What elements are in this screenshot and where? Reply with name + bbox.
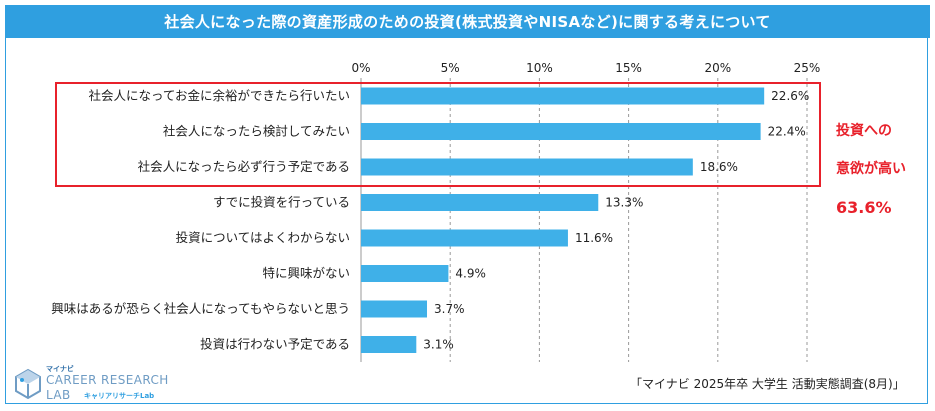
value-label: 18.6% bbox=[700, 160, 738, 174]
value-label: 4.9% bbox=[455, 267, 486, 281]
bar bbox=[361, 123, 761, 140]
x-tick-label: 0% bbox=[351, 61, 370, 75]
bar bbox=[361, 265, 449, 282]
category-label: 社会人になったら必ず行う予定である bbox=[138, 159, 350, 174]
x-tick-label: 20% bbox=[704, 61, 731, 75]
bar bbox=[361, 194, 599, 211]
bar bbox=[361, 300, 428, 318]
callout: 投資への 意欲が高い 63.6% bbox=[836, 103, 906, 236]
logo-main-text: CAREER RESEARCH bbox=[46, 373, 169, 387]
chart-frame bbox=[5, 38, 928, 404]
category-label: 社会人になってお金に余裕ができたら行いたい bbox=[88, 88, 350, 103]
category-label: 投資は行わない予定である bbox=[200, 337, 350, 352]
category-label: 興味はあるが恐らく社会人になってもやらないと思う bbox=[51, 301, 350, 316]
value-label: 11.6% bbox=[575, 231, 613, 245]
career-research-lab-logo: マイナビ CAREER RESEARCH LAB キャリアリサーチLab bbox=[14, 364, 184, 404]
highlight-box bbox=[55, 82, 821, 187]
callout-line2: 意欲が高い bbox=[836, 161, 906, 177]
callout-line1: 投資への bbox=[836, 123, 892, 139]
x-tick-label: 5% bbox=[441, 61, 460, 75]
value-label: 3.1% bbox=[423, 338, 454, 352]
bar bbox=[361, 229, 568, 247]
category-label: 特に興味がない bbox=[262, 266, 350, 281]
x-tick-label: 15% bbox=[615, 61, 642, 75]
callout-value: 63.6% bbox=[836, 198, 892, 217]
logo-lab-text: LAB bbox=[46, 388, 71, 402]
logo-small-text: マイナビ bbox=[46, 365, 74, 373]
x-tick-label: 25% bbox=[794, 61, 821, 75]
x-tick-label: 10% bbox=[526, 61, 553, 75]
value-label: 13.3% bbox=[605, 196, 643, 210]
bar bbox=[361, 336, 417, 353]
value-label: 3.7% bbox=[434, 302, 465, 316]
category-label: 投資についてはよくわからない bbox=[176, 230, 350, 245]
value-label: 22.4% bbox=[768, 125, 806, 139]
cube-logo-icon bbox=[15, 368, 41, 400]
source-note: 「マイナビ 2025年卒 大学生 活動実態調査(8月)」 bbox=[630, 377, 905, 391]
value-label: 22.6% bbox=[771, 89, 809, 103]
category-label: 社会人になったら検討してみたい bbox=[163, 124, 350, 139]
category-label: すでに投資を行っている bbox=[213, 195, 350, 210]
chart-title: 社会人になった際の資産形成のための投資(株式投資やNISAなど)に関する考えにつ… bbox=[5, 5, 930, 38]
bar bbox=[361, 158, 693, 176]
bar bbox=[361, 87, 765, 105]
logo-sub-text: キャリアリサーチLab bbox=[84, 392, 155, 400]
